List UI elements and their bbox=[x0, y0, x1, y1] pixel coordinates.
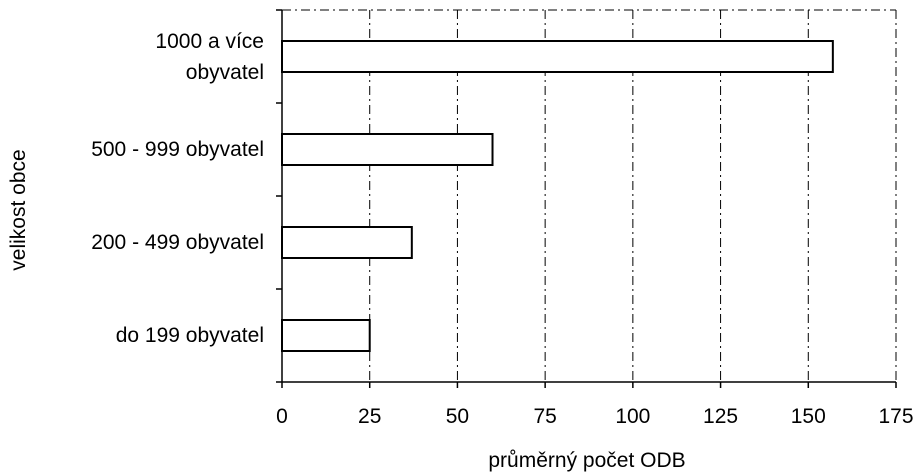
category-label: 500 - 999 obyvatel bbox=[4, 134, 264, 165]
category-label-line: 1000 a více bbox=[155, 29, 264, 53]
y-axis-title: velikost obce bbox=[7, 149, 30, 271]
bar bbox=[281, 226, 413, 259]
category-label: do 199 obyvatel bbox=[4, 320, 264, 351]
category-label-line: 200 - 499 obyvatel bbox=[91, 231, 264, 254]
x-tick-labels: 0 25 50 75 100 125 150 175 bbox=[276, 405, 913, 428]
category-label-line: do 199 obyvatel bbox=[115, 324, 264, 347]
bar bbox=[281, 133, 494, 166]
x-tick-label: 75 bbox=[533, 405, 556, 428]
x-axis-title: průměrný počet ODB bbox=[488, 449, 686, 472]
bar bbox=[281, 40, 834, 73]
x-tick-label: 25 bbox=[358, 405, 381, 428]
category-label-line: obyvatel bbox=[185, 60, 264, 84]
category-label-line: 500 - 999 obyvatel bbox=[91, 138, 264, 161]
x-tick-label: 125 bbox=[703, 405, 738, 428]
category-label: 200 - 499 obyvatel bbox=[4, 227, 264, 258]
bars bbox=[281, 40, 834, 352]
x-tick-label: 175 bbox=[878, 405, 913, 428]
x-tick-label: 0 bbox=[276, 405, 288, 428]
x-tick-label: 100 bbox=[615, 405, 650, 428]
bar bbox=[281, 319, 371, 352]
axes bbox=[276, 9, 897, 388]
x-tick-label: 150 bbox=[791, 405, 826, 428]
category-label: 1000 a více obyvatel bbox=[4, 26, 264, 88]
x-tick-label: 50 bbox=[446, 405, 469, 428]
